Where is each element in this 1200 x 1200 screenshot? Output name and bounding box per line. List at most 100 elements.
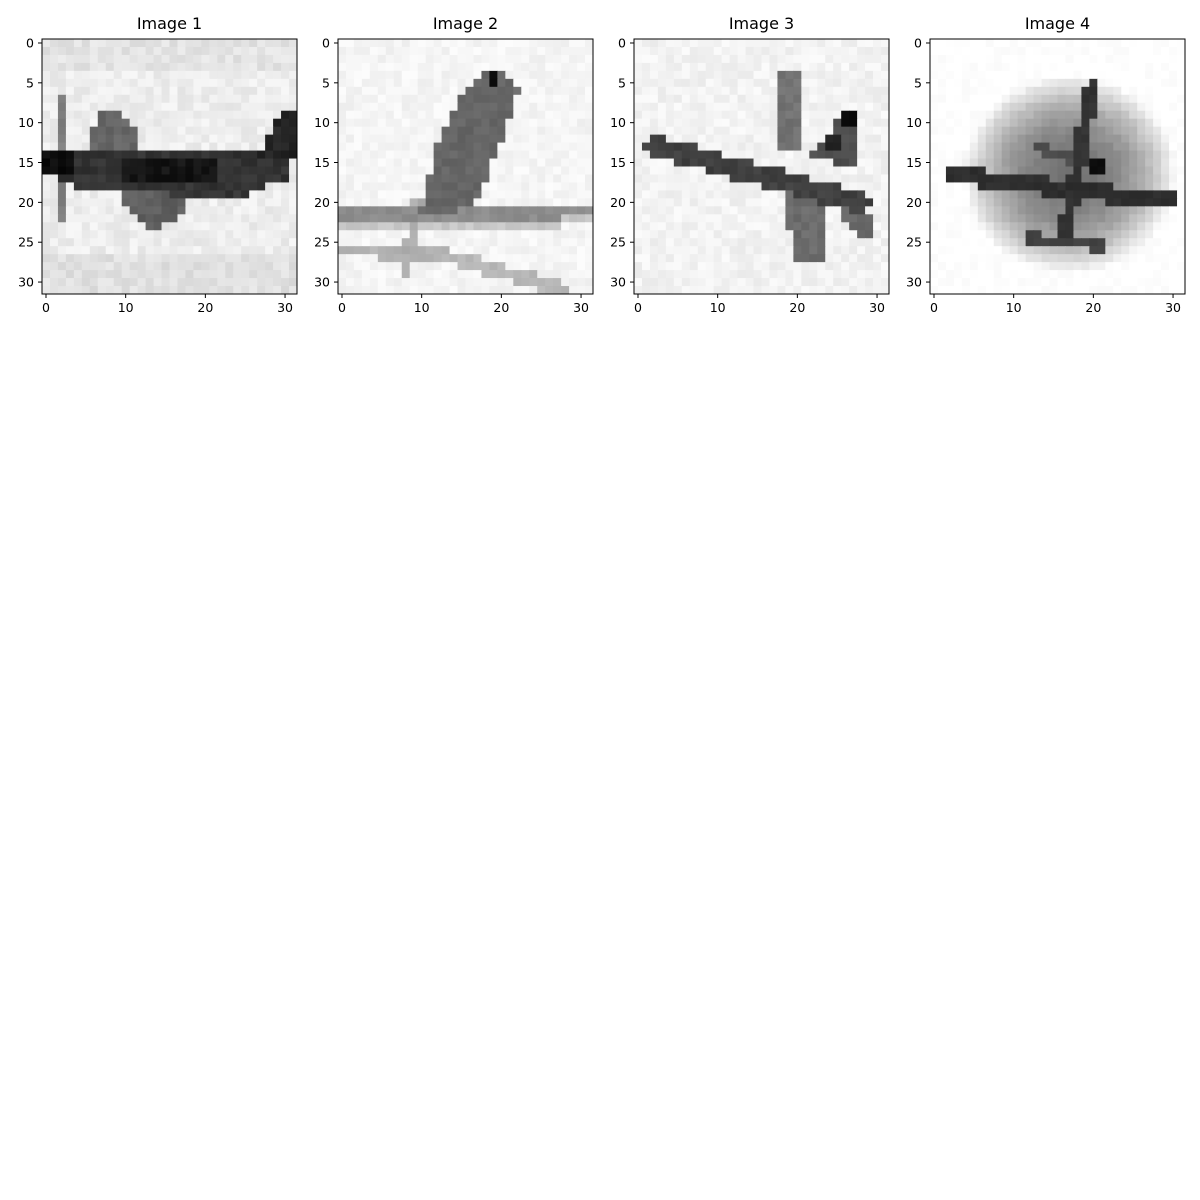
pixel-cell [689, 190, 699, 199]
pixel-cell [809, 270, 818, 279]
pixel-cell [1097, 94, 1106, 104]
pixel-cell [977, 39, 987, 48]
pixel-cell [569, 190, 578, 199]
pixel-cell [281, 278, 290, 287]
pixel-cell [433, 54, 443, 64]
pixel-cell [385, 158, 395, 167]
pixel-cell [825, 46, 834, 56]
pixel-cell [201, 134, 210, 144]
pixel-cell [129, 142, 139, 152]
pixel-cell [1081, 134, 1090, 144]
pixel-cell [745, 134, 755, 144]
pixel-cell [281, 190, 290, 199]
pixel-cell [361, 150, 371, 160]
pixel-cell [881, 86, 890, 96]
pixel-cell [497, 198, 506, 207]
pixel-cell [857, 254, 866, 263]
pixel-cell [1169, 166, 1178, 175]
pixel-cell [1001, 94, 1011, 104]
pixel-cell [233, 150, 242, 160]
pixel-cell [930, 206, 939, 215]
pixel-cell [473, 39, 482, 48]
pixel-cell [113, 46, 123, 56]
pixel-cell [657, 190, 667, 199]
pixel-cell [1001, 62, 1011, 72]
pixel-cell [465, 254, 474, 263]
pixel-cell [545, 150, 554, 160]
pixel-cell [577, 166, 586, 175]
pixel-cell [369, 110, 379, 120]
pixel-cell [65, 110, 75, 120]
pixel-cell [185, 166, 194, 175]
pixel-cell [1153, 230, 1162, 239]
pixel-cell [1057, 46, 1066, 56]
pixel-cell [945, 39, 955, 48]
pixel-cell [1153, 190, 1162, 199]
pixel-cell [985, 270, 995, 279]
pixel-cell [97, 110, 107, 120]
pixel-cell [969, 110, 979, 120]
pixel-cell [137, 70, 147, 80]
pixel-cell [657, 70, 667, 80]
pixel-cell [729, 278, 739, 287]
pixel-cell [401, 46, 411, 56]
pixel-cell [801, 102, 810, 112]
pixel-cell [969, 230, 979, 239]
pixel-cell [833, 230, 842, 239]
pixel-cell [753, 102, 762, 112]
pixel-cell [177, 118, 186, 128]
pixel-cell [73, 190, 83, 199]
pixel-cell [489, 102, 498, 112]
pixel-cell [1081, 230, 1090, 239]
pixel-cell [665, 102, 675, 112]
pixel-cell [537, 182, 546, 191]
pixel-cell [161, 198, 170, 207]
pixel-cell [233, 62, 242, 72]
pixel-cell [1017, 39, 1027, 48]
pixel-cell [113, 102, 123, 112]
pixel-cell [865, 254, 874, 263]
pixel-cell [153, 126, 163, 136]
pixel-cell [1049, 39, 1058, 48]
pixel-cell [641, 158, 651, 167]
pixel-cell [817, 70, 826, 80]
pixel-cell [1009, 286, 1019, 295]
pixel-cell [42, 174, 51, 183]
pixel-cell [1129, 94, 1138, 104]
pixel-cell [1009, 182, 1019, 191]
pixel-cell [753, 214, 762, 223]
pixel-cell [1153, 286, 1162, 295]
pixel-cell [1025, 102, 1035, 112]
pixel-cell [57, 206, 67, 215]
pixel-cell [57, 39, 67, 48]
pixel-cell [1017, 86, 1027, 96]
pixel-cell [634, 214, 643, 223]
pixel-cell [961, 150, 971, 160]
pixel-cell [745, 246, 755, 255]
pixel-cell [634, 270, 643, 279]
pixel-cell [385, 254, 395, 263]
pixel-cell [393, 46, 403, 56]
pixel-cell [113, 246, 123, 255]
pixel-cell [697, 278, 707, 287]
pixel-cell [369, 190, 379, 199]
pixel-cell [257, 142, 266, 152]
pixel-cell [1129, 182, 1138, 191]
pixel-cell [425, 62, 435, 72]
pixel-cell [545, 254, 554, 263]
pixel-cell [57, 46, 67, 56]
pixel-cell [745, 118, 755, 128]
pixel-cell [793, 246, 802, 255]
pixel-cell [473, 182, 482, 191]
pixel-cell [401, 270, 411, 279]
pixel-cell [273, 70, 282, 80]
pixel-cell [657, 222, 667, 231]
pixel-cell [233, 134, 242, 144]
pixel-cell [977, 118, 987, 128]
pixel-cell [513, 70, 522, 80]
pixel-cell [1161, 118, 1170, 128]
pixel-cell [673, 39, 683, 48]
pixel-cell [185, 254, 194, 263]
pixel-cell [930, 190, 939, 199]
